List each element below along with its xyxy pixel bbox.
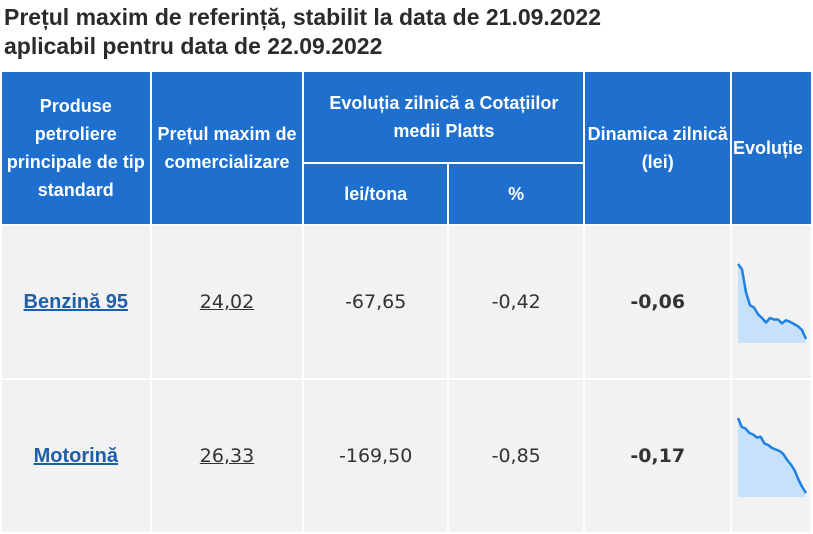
trend-sparkline <box>736 417 808 497</box>
trend-area <box>737 264 806 343</box>
trend-sparkline <box>736 263 808 343</box>
max-price-link[interactable]: 24,02 <box>199 291 255 313</box>
trend-area <box>737 418 806 497</box>
header-trend: Evoluție <box>729 70 813 226</box>
fuel-price-table: Produse petroliere principale de tip sta… <box>0 70 813 534</box>
max-price-link[interactable]: 26,33 <box>199 445 255 467</box>
trend-line <box>736 263 808 340</box>
header-percent: % <box>446 162 586 226</box>
trend-line <box>736 417 808 494</box>
header-product: Produse petroliere principale de tip sta… <box>0 70 152 226</box>
trend-cell <box>729 378 813 534</box>
max-price-cell: 26,33 <box>149 378 305 534</box>
product-link-motorina[interactable]: Motorină <box>33 444 119 467</box>
table-row: Motorină 26,33 -169,50 -0,85 -0,17 <box>0 378 813 534</box>
product-link-benzina-95[interactable]: Benzină 95 <box>23 290 129 313</box>
product-cell: Benzină 95 <box>0 224 152 380</box>
header-dynamics: Dinamica zilnică (lei) <box>583 70 732 226</box>
dynamics-cell: -0,06 <box>583 224 732 380</box>
page-title: Prețul maxim de referință, stabilit la d… <box>4 3 809 61</box>
header-max-price: Prețul maxim de comercializare <box>149 70 305 226</box>
title-line-1: Prețul maxim de referință, stabilit la d… <box>4 4 601 30</box>
lei-tona-cell: -67,65 <box>302 224 449 380</box>
percent-cell: -0,42 <box>446 224 586 380</box>
header-lei-tona: lei/tona <box>302 162 449 226</box>
product-cell: Motorină <box>0 378 152 534</box>
header-evolution: Evoluția zilnică a Cotațiilor medii Plat… <box>302 70 586 164</box>
lei-tona-cell: -169,50 <box>302 378 449 534</box>
dynamics-cell: -0,17 <box>583 378 732 534</box>
trend-cell <box>729 224 813 380</box>
max-price-cell: 24,02 <box>149 224 305 380</box>
title-line-2: aplicabil pentru data de 22.09.2022 <box>4 33 383 59</box>
table-row: Benzină 95 24,02 -67,65 -0,42 -0,06 <box>0 224 813 380</box>
percent-cell: -0,85 <box>446 378 586 534</box>
